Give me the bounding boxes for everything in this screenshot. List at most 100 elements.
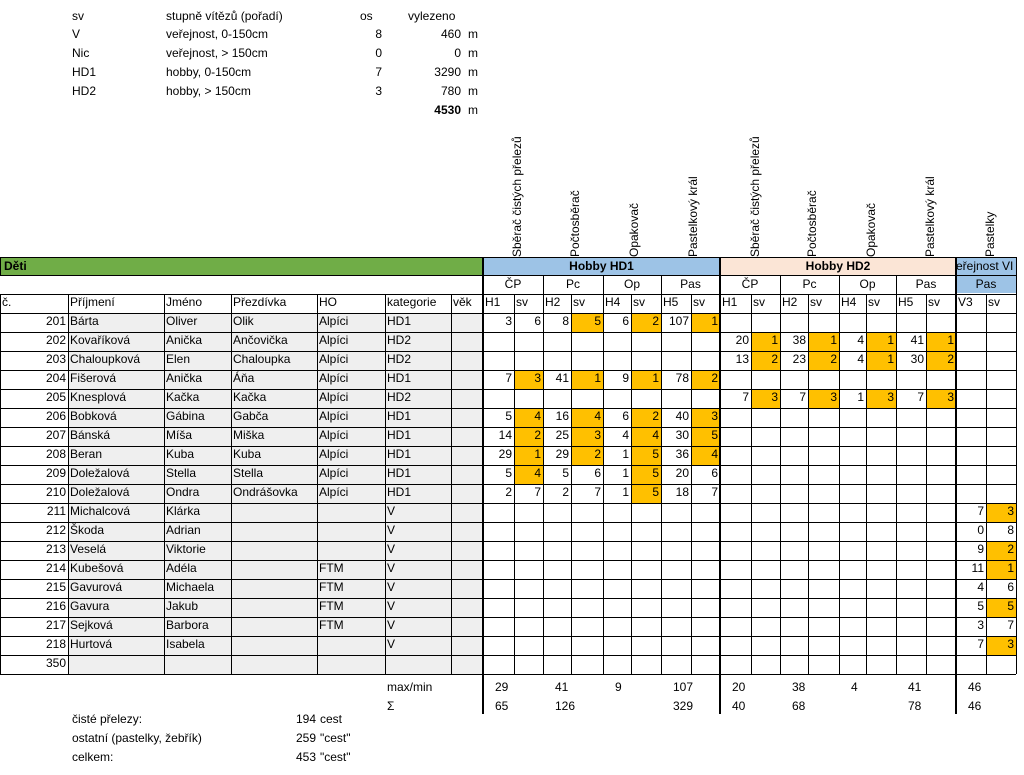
table-cell: [896, 465, 926, 484]
table-cell: 30: [910, 352, 924, 366]
grid-line: [839, 294, 840, 674]
table-cell: Kovaříková: [70, 333, 131, 347]
table-cell: Veselá: [70, 542, 107, 556]
table-cell: [808, 579, 839, 598]
table-cell: 3: [830, 390, 837, 404]
grid-line: [543, 294, 544, 674]
table-cell: V: [387, 618, 396, 632]
table-cell: [751, 313, 780, 332]
table-cell: 36: [675, 447, 689, 461]
table-cell: [317, 541, 385, 560]
footer-value: 194: [295, 712, 316, 726]
table-cell: [543, 503, 571, 522]
table-cell: 5: [977, 599, 984, 613]
legend-code: V: [72, 27, 81, 41]
table-cell: 204: [45, 371, 66, 385]
table-cell: [603, 598, 631, 617]
table-cell: Adrian: [166, 523, 201, 537]
table-cell: 1: [711, 314, 718, 328]
table-cell: Klárka: [166, 504, 201, 518]
table-cell: [691, 389, 720, 408]
table-cell: Sejková: [70, 618, 113, 632]
table-cell: 1: [534, 447, 541, 461]
table-cell: [661, 560, 691, 579]
table-cell: [866, 560, 896, 579]
table-cell: [751, 636, 780, 655]
table-cell: [896, 408, 926, 427]
table-cell: 2: [711, 371, 718, 385]
highlight-cell: [571, 313, 603, 332]
table-cell: [514, 522, 543, 541]
grid-line: [661, 275, 662, 294]
table-cell: [839, 636, 866, 655]
grid-line: [0, 560, 1016, 561]
table-cell: [896, 484, 926, 503]
table-cell: [780, 655, 808, 674]
table-cell: [780, 484, 808, 503]
table-cell: [231, 598, 317, 617]
table-cell: Alpíci: [319, 485, 349, 499]
table-cell: [661, 522, 691, 541]
table-cell: [691, 617, 720, 636]
table-cell: [780, 579, 808, 598]
table-cell: [751, 598, 780, 617]
table-cell: [231, 579, 317, 598]
table-cell: 3: [771, 390, 778, 404]
table-cell: [839, 522, 866, 541]
highlight-cell: [514, 465, 543, 484]
legend-count: 7: [375, 65, 382, 79]
table-cell: [451, 484, 483, 503]
table-cell: 1: [1007, 561, 1014, 575]
table-cell: 4: [622, 428, 629, 442]
table-cell: [720, 579, 751, 598]
highlight-cell: [514, 370, 543, 389]
grid-line: [571, 294, 572, 674]
summary-maxmin-value: 9: [615, 680, 622, 694]
table-cell: [986, 351, 1016, 370]
table-cell: [514, 332, 543, 351]
table-cell: [926, 522, 956, 541]
grid-line: [164, 294, 165, 674]
table-cell: 214: [45, 561, 66, 575]
column-header: H2: [782, 295, 798, 309]
table-cell: Alpíci: [319, 390, 349, 404]
highlight-cell: [986, 541, 1016, 560]
table-cell: [231, 655, 317, 674]
table-cell: [691, 332, 720, 351]
column-header: č.: [2, 295, 12, 309]
table-cell: [661, 389, 691, 408]
table-cell: [926, 370, 956, 389]
table-cell: [720, 484, 751, 503]
highlight-cell: [514, 427, 543, 446]
table-cell: [839, 465, 866, 484]
table-cell: [631, 503, 661, 522]
highlight-cell: [986, 598, 1016, 617]
legend-total: 4530: [434, 103, 461, 117]
summary-sum-value: 329: [673, 699, 694, 713]
table-cell: HD2: [387, 333, 412, 347]
table-cell: [839, 408, 866, 427]
table-cell: [866, 427, 896, 446]
legend-code: Nic: [72, 46, 90, 60]
grid-line: [451, 294, 452, 674]
grid-line: [719, 257, 721, 714]
table-cell: 7: [977, 637, 984, 651]
table-cell: 350: [45, 656, 66, 670]
legend-climbed: 3290: [434, 65, 461, 79]
grid-line: [514, 294, 515, 674]
table-cell: [839, 655, 866, 674]
column-header: H4: [841, 295, 857, 309]
table-cell: [68, 655, 164, 674]
table-cell: 5: [652, 485, 659, 499]
table-cell: 5: [652, 447, 659, 461]
table-cell: [631, 560, 661, 579]
table-cell: [866, 313, 896, 332]
table-cell: [661, 636, 691, 655]
table-cell: [514, 389, 543, 408]
table-cell: FTM: [319, 561, 344, 575]
table-cell: FTM: [319, 618, 344, 632]
table-cell: 4: [857, 333, 864, 347]
table-cell: [896, 579, 926, 598]
table-cell: [986, 332, 1016, 351]
table-cell: [543, 351, 571, 370]
